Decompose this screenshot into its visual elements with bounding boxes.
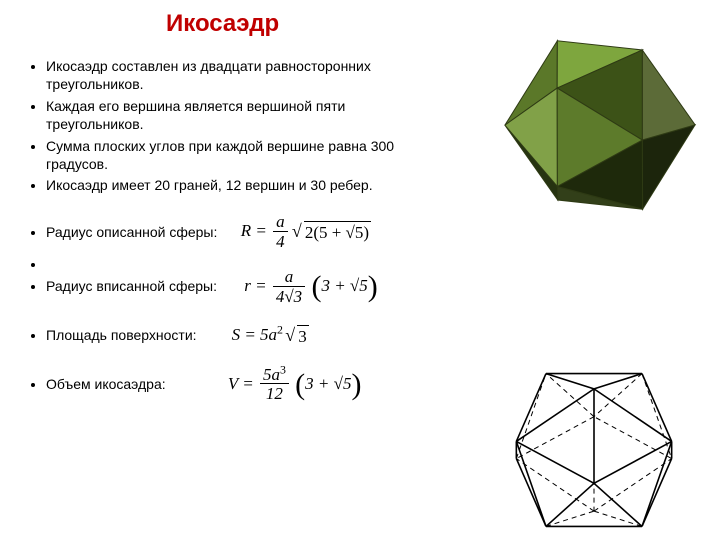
bullet-2: Каждая его вершина является вершиной пят…: [46, 98, 396, 134]
frac-icon: 5a3 12: [260, 366, 289, 404]
bullet-1: Икосаэдр составлен из двадцати равностор…: [46, 58, 396, 94]
formula-r: r = a 4√3 (3 + √5): [244, 268, 378, 306]
bullet-inradius: Радиус вписанной сферы: r = a 4√3 (3 + √…: [46, 268, 396, 306]
icosahedron-3d-icon: [500, 20, 700, 230]
formula-V: V = 5a3 12 (3 + √5): [228, 366, 362, 404]
formula-R-rad: 2(5 + √5): [304, 221, 371, 244]
bullet-surface: Площадь поверхности: S = 5a2 3: [46, 324, 396, 347]
sqrt-icon: 3: [287, 325, 309, 348]
bullet-empty: [46, 256, 396, 264]
right-column: [396, 50, 694, 408]
formula-V-numsup: 3: [280, 362, 286, 376]
formula-r-lhs: r =: [244, 276, 266, 295]
left-column: Икосаэдр составлен из двадцати равностор…: [26, 50, 396, 408]
icosahedron-wireframe-icon: [494, 350, 694, 540]
formula-R-num: a: [273, 213, 288, 232]
formula-R: R = a 4 2(5 + √5): [241, 213, 371, 251]
formula-r-den: 4√3: [273, 287, 305, 307]
paren-close-icon: ): [351, 368, 361, 401]
spacer: [46, 352, 396, 362]
formula-S-pre: 5a: [260, 325, 277, 344]
spacer: [46, 310, 396, 320]
formula-S-sup: 2: [277, 322, 283, 336]
formula-r-paren: 3 + √5: [321, 276, 367, 295]
formula-S: S = 5a2 3: [232, 324, 309, 347]
formula-S-lhs: S =: [232, 325, 256, 344]
formula-S-rad: 3: [297, 325, 309, 348]
bullet-circumradius: Радиус описанной сферы: R = a 4 2(5 + √5…: [46, 213, 396, 251]
formula-V-numpre: 5a: [263, 365, 280, 384]
sqrt-icon: 2(5 + √5): [294, 221, 371, 244]
frac-icon: a 4: [273, 213, 288, 251]
slide: Икосаэдр Икосаэдр составлен из двадцати …: [0, 0, 720, 540]
formula-V-den: 12: [260, 384, 289, 404]
spacer: [46, 199, 396, 209]
formula-R-lhs: R =: [241, 221, 267, 240]
paren-open-icon: (: [295, 368, 305, 401]
columns: Икосаэдр составлен из двадцати равностор…: [26, 50, 694, 408]
paren-open-icon: (: [311, 270, 321, 303]
frac-icon: a 4√3: [273, 268, 305, 306]
bullet-volume: Объем икосаэдра: V = 5a3 12 (3 + √5): [46, 366, 396, 404]
label-inradius: Радиус вписанной сферы:: [46, 278, 217, 296]
label-volume: Объем икосаэдра:: [46, 376, 166, 394]
bullet-list: Икосаэдр составлен из двадцати равностор…: [26, 58, 396, 404]
formula-V-paren: 3 + √5: [305, 374, 351, 393]
bullet-4: Икосаэдр имеет 20 граней, 12 вершин и 30…: [46, 177, 396, 195]
label-circumradius: Радиус описанной сферы:: [46, 224, 217, 242]
label-surface: Площадь поверхности:: [46, 327, 197, 345]
formula-V-lhs: V =: [228, 374, 254, 393]
formula-r-num: a: [273, 268, 305, 287]
bullet-3: Сумма плоских углов при каждой вершине р…: [46, 138, 396, 174]
formula-R-den: 4: [273, 232, 288, 252]
paren-close-icon: ): [368, 270, 378, 303]
